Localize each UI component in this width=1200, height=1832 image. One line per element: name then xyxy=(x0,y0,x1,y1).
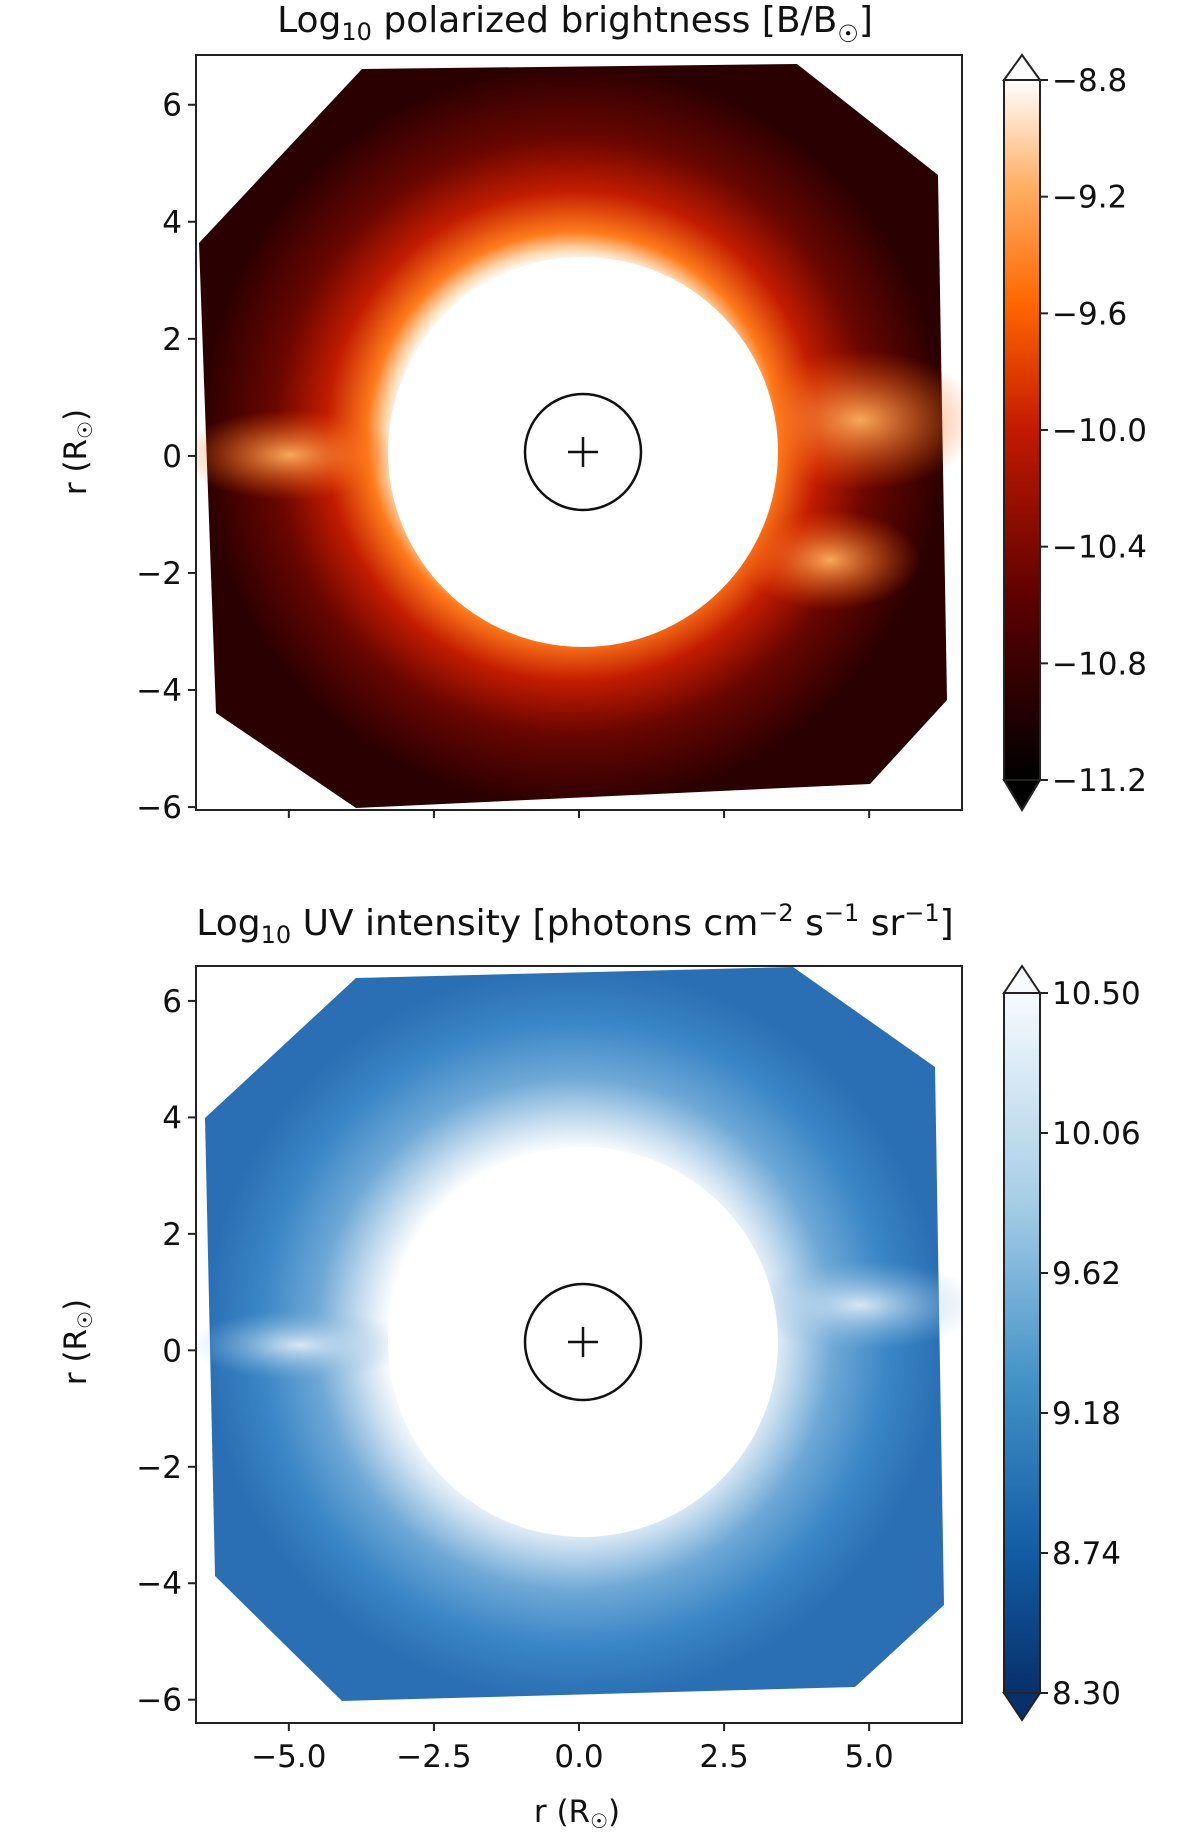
panel1-ylabel: r (R☉) xyxy=(58,409,97,495)
x-tick-label: −5.0 xyxy=(251,1739,326,1775)
colorbar-tick-label: −10.8 xyxy=(1052,646,1147,682)
y-tick-label: 2 xyxy=(162,1217,182,1253)
x-tick-label: 2.5 xyxy=(699,1739,748,1775)
panel1-y-axis: 6 4 2 0 −2 −4 −6 xyxy=(136,88,196,826)
panel1-streamer-west xyxy=(740,350,962,490)
colorbar-tick-label: 8.74 xyxy=(1052,1536,1121,1572)
y-tick-label: 0 xyxy=(162,439,182,475)
x-tick-label: 5.0 xyxy=(844,1739,893,1775)
panel2-streamer-west xyxy=(740,1260,962,1350)
y-tick-label: 2 xyxy=(162,322,182,358)
colorbar-tick-label: 10.50 xyxy=(1052,976,1141,1012)
panel1-colorbar: −8.8 −9.2 −9.6 −10.0 −10.4 −10.8 −11.2 xyxy=(1002,53,1147,812)
colorbar-tick-label: −8.8 xyxy=(1052,63,1127,99)
y-tick-label: −6 xyxy=(136,1683,182,1719)
panel2-x-axis: −5.0 −2.5 0.0 2.5 5.0 xyxy=(251,1723,894,1775)
panel2-colorbar: 10.50 10.06 9.62 9.18 8.74 8.30 xyxy=(1002,964,1141,1722)
y-tick-label: 0 xyxy=(162,1333,182,1369)
colorbar-tick-label: 8.30 xyxy=(1052,1676,1121,1712)
panel2-sun-disk-circle xyxy=(523,1282,643,1402)
panel1-colorbar-extend-top xyxy=(1002,53,1042,81)
y-tick-label: −2 xyxy=(136,1450,182,1486)
colorbar-tick-label: −9.2 xyxy=(1052,180,1127,216)
x-tick-label: 0.0 xyxy=(554,1739,603,1775)
panel1-title: Log10 polarized brightness [B/B☉] xyxy=(277,0,873,48)
y-tick-label: 6 xyxy=(162,88,182,124)
panel1-x-axis xyxy=(287,810,871,818)
panel2-colorbar-body xyxy=(1003,992,1041,1694)
panel2-streamer-east xyxy=(196,1310,410,1380)
colorbar-tick-label: −10.4 xyxy=(1052,530,1147,566)
panel2-y-axis: 6 4 2 0 −2 −4 −6 xyxy=(136,984,196,1719)
y-tick-label: −2 xyxy=(136,556,182,592)
y-tick-label: 4 xyxy=(162,1100,182,1136)
y-tick-label: −4 xyxy=(136,1566,182,1602)
panel1-colorbar-extend-bottom xyxy=(1002,779,1042,812)
panel2-colorbar-extend-top xyxy=(1002,964,1042,994)
panel2-ylabel: r (R☉) xyxy=(58,1299,97,1385)
y-tick-label: −4 xyxy=(136,673,182,709)
colorbar-tick-label: −10.0 xyxy=(1052,413,1147,449)
y-tick-label: −6 xyxy=(136,790,182,826)
panel2-colorbar-extend-bottom xyxy=(1002,1692,1042,1722)
colorbar-tick-label: 9.18 xyxy=(1052,1396,1121,1432)
panel-polarized-brightness: Log10 polarized brightness [B/B☉] 6 4 2 0 −2… xyxy=(58,0,1147,826)
panel1-streamer-southwest xyxy=(740,510,920,610)
panel1-streamer-east xyxy=(196,410,400,500)
colorbar-tick-label: 10.06 xyxy=(1052,1116,1141,1152)
x-tick-label: −2.5 xyxy=(396,1739,471,1775)
panel1-sun-disk-circle xyxy=(523,392,643,512)
colorbar-tick-label: −11.2 xyxy=(1052,763,1147,799)
panel-uv-intensity: Log10 UV intensity [photons cm−2 s−1 sr−… xyxy=(58,899,1141,1832)
panel1-colorbar-body xyxy=(1003,79,1041,781)
y-tick-label: 6 xyxy=(162,984,182,1020)
colorbar-tick-label: −9.6 xyxy=(1052,296,1127,332)
colorbar-tick-label: 9.62 xyxy=(1052,1256,1121,1292)
panel2-xlabel: r (R☉) xyxy=(534,1794,620,1832)
panel2-title: Log10 UV intensity [photons cm−2 s−1 sr−… xyxy=(196,899,953,949)
y-tick-label: 4 xyxy=(162,205,182,241)
